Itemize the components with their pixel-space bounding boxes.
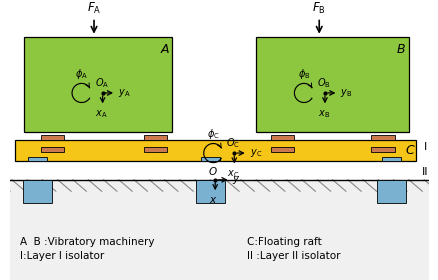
Text: $x_{\mathrm{B}}$: $x_{\mathrm{B}}$ xyxy=(317,108,329,120)
Text: II: II xyxy=(421,167,427,177)
Bar xyxy=(40,147,64,152)
Bar xyxy=(24,37,172,132)
Bar xyxy=(270,135,294,140)
Bar xyxy=(381,157,400,161)
Bar xyxy=(10,180,428,280)
Text: $\phi_{\mathrm{B}}$: $\phi_{\mathrm{B}}$ xyxy=(297,67,310,81)
Text: $y_{\mathrm{A}}$: $y_{\mathrm{A}}$ xyxy=(117,87,130,99)
Text: $\phi_{\mathrm{A}}$: $\phi_{\mathrm{A}}$ xyxy=(75,67,88,81)
Text: $F_{\mathrm{B}}$: $F_{\mathrm{B}}$ xyxy=(311,1,325,16)
Text: $y_{\mathrm{C}}$: $y_{\mathrm{C}}$ xyxy=(249,147,261,159)
Bar xyxy=(143,147,167,152)
Bar xyxy=(143,135,167,140)
Bar xyxy=(23,180,52,203)
Text: $y_{\mathrm{B}}$: $y_{\mathrm{B}}$ xyxy=(339,87,352,99)
Text: $O_{\mathrm{B}}$: $O_{\mathrm{B}}$ xyxy=(316,76,330,90)
Text: C:Floating raft: C:Floating raft xyxy=(246,237,321,247)
Bar xyxy=(15,140,415,161)
Bar xyxy=(377,180,405,203)
Text: $x_{\mathrm{C}}$: $x_{\mathrm{C}}$ xyxy=(227,168,239,180)
Text: I:Layer I isolator: I:Layer I isolator xyxy=(20,251,103,261)
Bar xyxy=(270,147,294,152)
Text: $x_{\mathrm{A}}$: $x_{\mathrm{A}}$ xyxy=(95,108,108,120)
Text: C: C xyxy=(405,144,413,157)
Text: $\phi_{\mathrm{C}}$: $\phi_{\mathrm{C}}$ xyxy=(206,127,219,141)
Text: B: B xyxy=(396,43,405,56)
Bar xyxy=(256,37,408,132)
Bar xyxy=(40,135,64,140)
Bar xyxy=(370,135,394,140)
Bar xyxy=(28,157,47,161)
Text: $O_{\mathrm{C}}$: $O_{\mathrm{C}}$ xyxy=(226,136,240,150)
Bar xyxy=(196,180,224,203)
Text: $O$: $O$ xyxy=(208,165,218,177)
Text: $F_{\mathrm{A}}$: $F_{\mathrm{A}}$ xyxy=(87,1,101,16)
Text: $O_{\mathrm{A}}$: $O_{\mathrm{A}}$ xyxy=(94,76,109,90)
Text: $x$: $x$ xyxy=(208,195,217,205)
Text: II :Layer II isolator: II :Layer II isolator xyxy=(246,251,339,261)
Text: A  B :Vibratory machinery: A B :Vibratory machinery xyxy=(20,237,154,247)
Bar xyxy=(201,157,219,161)
Text: A: A xyxy=(160,43,169,56)
Bar xyxy=(370,147,394,152)
Text: $y$: $y$ xyxy=(232,174,240,186)
Text: I: I xyxy=(423,142,426,152)
